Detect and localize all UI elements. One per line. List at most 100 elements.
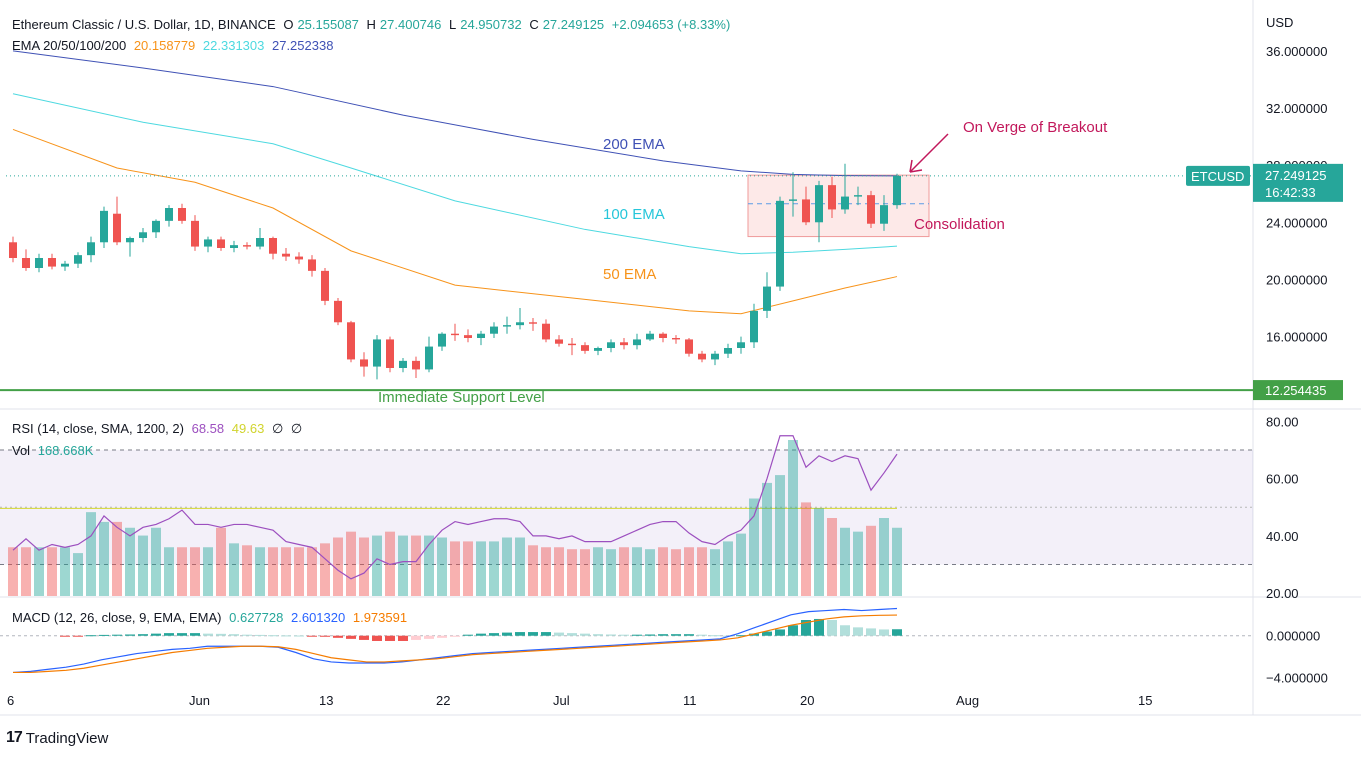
time-axis-label: 13: [319, 693, 333, 708]
price-tick-label: 36.000000: [1266, 44, 1327, 59]
high-value: 27.400746: [379, 17, 442, 32]
macd-histogram-bar: [125, 634, 135, 636]
volume-bar: [73, 553, 83, 596]
candle-body: [152, 220, 160, 233]
candle-body: [35, 258, 43, 268]
candle-body: [594, 348, 602, 351]
candle-body: [412, 360, 420, 370]
volume-bar: [684, 547, 694, 596]
tradingview-logo-icon: 17: [6, 729, 23, 746]
candle-body: [503, 325, 511, 327]
macd-histogram-bar: [151, 633, 161, 636]
support-price-tag-label: 12.254435: [1265, 383, 1326, 398]
price-tick-label: 32.000000: [1266, 101, 1327, 116]
volume-bar: [60, 547, 70, 596]
macd-histogram-bar: [424, 635, 434, 639]
candle-body: [659, 333, 667, 338]
macd-histogram-bar: [60, 635, 70, 637]
ema20-value: 20.158779: [133, 38, 196, 53]
macd-label: MACD (12, 26, close, 9, EMA, EMA): [12, 610, 222, 625]
time-axis-label: 6: [7, 693, 14, 708]
symbol-tag-label: ETCUSD: [1191, 169, 1244, 184]
macd-histogram-bar: [879, 629, 889, 636]
macd-histogram-bar: [658, 634, 668, 636]
macd-tick-label: −4.000000: [1266, 671, 1328, 686]
rsi-tick-label: 60.00: [1266, 472, 1299, 487]
candle-body: [880, 205, 888, 224]
candle-body: [282, 253, 290, 257]
candle-body: [776, 200, 784, 287]
ema200-line: [12, 50, 898, 177]
volume-bar: [190, 547, 200, 596]
macd-histogram-bar: [801, 620, 811, 636]
volume-bar: [723, 541, 733, 596]
macd-histogram-bar: [359, 635, 369, 640]
macd-histogram-bar: [684, 634, 694, 636]
symbol-title: Ethereum Classic / U.S. Dollar, 1D, BINA…: [12, 17, 276, 32]
macd-histogram-bar: [645, 634, 655, 636]
candle-body: [542, 323, 550, 340]
support-price-tag: [1253, 380, 1343, 401]
open-label: O: [283, 17, 294, 32]
macd-histogram-bar: [294, 635, 304, 637]
candle-body: [646, 333, 654, 340]
volume-bar: [827, 518, 837, 596]
volume-bar: [320, 543, 330, 596]
volume-bar: [203, 547, 213, 596]
rsi-legend: RSI (14, close, SMA, 1200, 2) 68.58 49.6…: [12, 421, 306, 437]
macd-histogram-bar: [86, 635, 96, 637]
macd-histogram-bar: [281, 635, 291, 637]
candle-body: [737, 342, 745, 348]
candle-body: [113, 213, 121, 243]
macd-histogram-bar: [346, 635, 356, 639]
macd-histogram-bar: [554, 632, 564, 636]
candle-body: [607, 342, 615, 348]
rsi-tick-label: 80.00: [1266, 414, 1299, 429]
rsi-extra-1: ∅: [271, 421, 284, 436]
macd-histogram-bar: [736, 635, 746, 637]
consolidation-box: [747, 174, 930, 238]
candle-body: [802, 199, 810, 223]
volume-bar: [229, 543, 239, 596]
candle-body: [620, 342, 628, 346]
macd-histogram-bar: [138, 634, 148, 636]
annotation-breakout: On Verge of Breakout: [963, 119, 1108, 136]
candle-body: [854, 195, 862, 197]
macd-histogram-bar: [112, 634, 122, 636]
macd-histogram-bar: [866, 628, 876, 636]
volume-bar: [99, 521, 109, 596]
volume-bar: [385, 531, 395, 596]
candle-body: [139, 232, 147, 238]
brand-name: TradingView: [25, 729, 109, 747]
time-axis-label: Aug: [956, 693, 979, 708]
volume-bar: [138, 535, 148, 596]
time-axis-label: Jul: [553, 693, 570, 708]
vol-legend: Vol 168.668K: [12, 443, 97, 458]
volume-bar: [294, 547, 304, 596]
candle-body: [217, 239, 225, 248]
macd-histogram-bar: [164, 633, 174, 636]
candle-body: [165, 208, 173, 221]
volume-bar: [775, 475, 785, 596]
tradingview-brand[interactable]: 17 TradingView: [6, 729, 108, 747]
volume-bar: [112, 521, 122, 596]
change-value: +2.094653 (+8.33%): [611, 17, 731, 32]
candle-body: [425, 346, 433, 370]
macd-histogram-bar: [749, 633, 759, 636]
macd-histogram-bar: [99, 634, 109, 636]
support-label: Immediate Support Level: [378, 389, 545, 406]
candle-body: [867, 195, 875, 224]
volume-bar: [476, 541, 486, 596]
volume-bar: [164, 547, 174, 596]
candle-body: [269, 238, 277, 254]
header-legend: Ethereum Classic / U.S. Dollar, 1D, BINA…: [12, 17, 734, 32]
volume-bar: [463, 541, 473, 596]
candle-body: [399, 360, 407, 368]
candle-body: [360, 359, 368, 367]
vol-label: Vol: [12, 443, 31, 458]
candle-body: [516, 322, 524, 326]
candle-body: [295, 256, 303, 260]
volume-bar: [814, 508, 824, 596]
candle-body: [581, 345, 589, 351]
